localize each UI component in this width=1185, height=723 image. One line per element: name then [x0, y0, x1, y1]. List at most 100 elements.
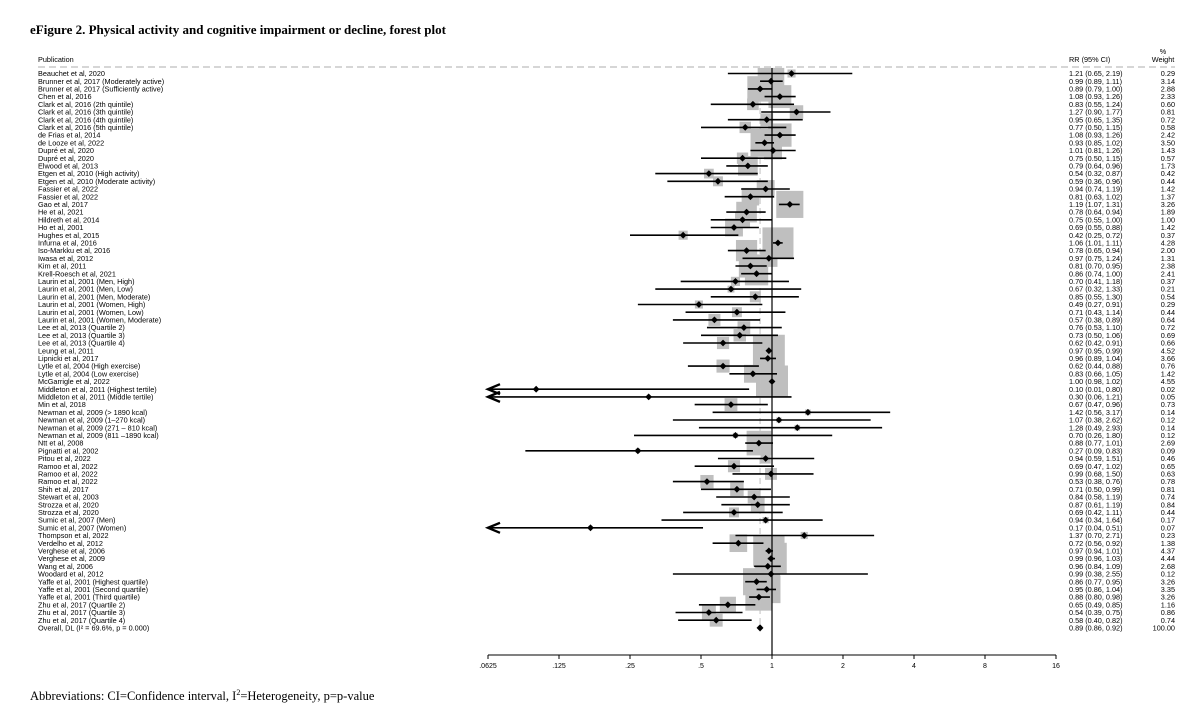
- point-estimate: [727, 285, 735, 293]
- study-rr-ci: 0.57 (0.38, 0.89): [1069, 316, 1123, 325]
- study-weight: 1.43: [1161, 146, 1175, 155]
- study-weight: 1.16: [1161, 600, 1175, 609]
- study-label: Laurin et al, 2001 (Women, Moderate): [38, 316, 161, 325]
- study-label: Leung et al, 2011: [38, 346, 94, 355]
- study-label: Pignatti et al, 2002: [38, 446, 98, 455]
- study-weight: 0.02: [1161, 385, 1175, 394]
- point-estimate: [587, 524, 594, 532]
- point-estimate: [747, 193, 754, 201]
- overall-diamond: [756, 624, 764, 632]
- study-weight: 0.12: [1161, 416, 1175, 425]
- study-label: Laurin et al, 2001 (Women, Low): [38, 308, 144, 317]
- study-weight: 3.26: [1161, 200, 1175, 209]
- point-estimate: [703, 478, 711, 485]
- study-label: Hughes et al, 2015: [38, 231, 99, 240]
- point-estimate: [767, 570, 775, 578]
- study-label: Hildreth et al, 2014: [38, 215, 99, 224]
- point-estimate: [714, 177, 722, 185]
- point-estimate: [761, 139, 768, 147]
- study-weight: 1.37: [1161, 192, 1175, 201]
- study-label: Clark et al, 2016 (4th quintile): [38, 115, 133, 124]
- study-rr-ci: 0.79 (0.64, 0.96): [1069, 162, 1123, 171]
- study-rr-ci: 0.69 (0.47, 1.02): [1069, 462, 1123, 471]
- study-rr-ci: 0.59 (0.36, 0.96): [1069, 177, 1123, 186]
- study-label: Strozza et al, 2020: [38, 508, 99, 517]
- study-rr-ci: 0.94 (0.34, 1.64): [1069, 516, 1123, 525]
- study-weight: 2.42: [1161, 131, 1175, 140]
- study-weight: 3.35: [1161, 585, 1175, 594]
- point-estimate: [711, 316, 718, 324]
- study-label: Lytle et al, 2004 (High exercise): [38, 362, 140, 371]
- study-rr-ci: 0.81 (0.63, 1.02): [1069, 192, 1123, 201]
- point-estimate: [804, 408, 812, 416]
- study-rr-ci: 0.65 (0.49, 0.85): [1069, 600, 1123, 609]
- study-label: Sumic et al, 2007 (Women): [38, 523, 126, 532]
- point-estimate: [755, 439, 763, 447]
- study-weight: 0.09: [1161, 446, 1175, 455]
- study-label: Wang et al, 2006: [38, 562, 93, 571]
- study-weight: 1.42: [1161, 223, 1175, 232]
- study-label: Middleton et al, 2011 (Middle tertile): [38, 393, 153, 402]
- point-estimate: [767, 470, 775, 478]
- study-weight: 0.74: [1161, 493, 1175, 502]
- point-estimate: [751, 293, 759, 301]
- study-weight: 0.86: [1161, 608, 1175, 617]
- x-tick-label: .5: [698, 663, 704, 670]
- study-label: Strozza et al, 2020: [38, 500, 99, 509]
- study-weight: 4.52: [1161, 346, 1175, 355]
- study-weight: 2.33: [1161, 92, 1175, 101]
- study-label: Clark et al, 2016 (3th quintile): [38, 108, 133, 117]
- study-label: Zhu et al, 2017 (Quartile 4): [38, 616, 125, 625]
- study-rr-ci: 0.30 (0.06, 1.21): [1069, 393, 1123, 402]
- x-tick-label: .0625: [479, 663, 497, 670]
- study-rr-ci: 0.42 (0.25, 0.72): [1069, 231, 1123, 240]
- study-label: Laurin et al, 2001 (Men, Low): [38, 285, 133, 294]
- study-label: Thompson et al, 2022: [38, 531, 109, 540]
- study-label: Etgen et al, 2010 (High activity): [38, 169, 139, 178]
- study-rr-ci: 1.06 (1.01, 1.11): [1069, 239, 1122, 248]
- ci-truncation-arrow: [484, 521, 501, 534]
- study-weight: 0.23: [1161, 531, 1175, 540]
- point-estimate: [732, 432, 739, 439]
- point-estimate: [765, 347, 773, 355]
- point-estimate: [756, 85, 764, 93]
- study-rr-ci: 1.28 (0.49, 2.93): [1069, 423, 1123, 432]
- point-estimate: [749, 100, 757, 108]
- study-weight: 0.05: [1161, 393, 1175, 402]
- study-rr-ci: 0.96 (0.84, 1.09): [1069, 562, 1123, 571]
- study-weight: 2.69: [1161, 439, 1175, 448]
- point-estimate: [733, 308, 741, 316]
- study-label: Ntt et al, 2008: [38, 439, 83, 448]
- study-rr-ci: 1.37 (0.70, 2.71): [1069, 531, 1123, 540]
- point-estimate: [753, 270, 760, 278]
- study-weight: 2.88: [1161, 85, 1175, 94]
- study-rr-ci: 0.78 (0.65, 0.94): [1069, 246, 1123, 255]
- point-estimate: [634, 447, 642, 455]
- study-rr-ci: 0.89 (0.79, 1.00): [1069, 85, 1123, 94]
- study-label: Verdelho et al, 2012: [38, 539, 103, 548]
- study-rr-ci: 0.62 (0.44, 0.88): [1069, 362, 1123, 371]
- study-label: Brunner et al, 2017 (Sufficiently active…: [38, 85, 163, 94]
- study-weight: 4.37: [1161, 547, 1175, 556]
- study-weight: 1.31: [1161, 254, 1175, 263]
- point-estimate: [705, 609, 713, 616]
- study-weight: 0.42: [1161, 169, 1175, 178]
- point-estimate: [727, 401, 735, 408]
- point-estimate: [741, 124, 749, 131]
- point-estimate: [705, 170, 713, 177]
- study-rr-ci: 0.58 (0.40, 0.82): [1069, 616, 1123, 625]
- study-weight: 0.54: [1161, 292, 1175, 301]
- study-label: Stewart et al, 2003: [38, 493, 99, 502]
- study-weight: 0.66: [1161, 339, 1175, 348]
- study-label: Newman et al, 2009 (> 1890 kcal): [38, 408, 147, 417]
- point-estimate: [750, 493, 758, 501]
- study-weight: 0.44: [1161, 177, 1175, 186]
- study-label: Brunner et al, 2017 (Moderately active): [38, 77, 164, 86]
- study-label: McGarrigle et al, 2022: [38, 377, 110, 386]
- study-rr-ci: 0.10 (0.01, 0.80): [1069, 385, 1123, 394]
- study-label: Iso-Markku et al, 2016: [38, 246, 110, 255]
- point-estimate: [739, 216, 746, 224]
- study-rr-ci: 1.01 (0.81, 1.26): [1069, 146, 1123, 155]
- study-label: Sumic et al, 2007 (Men): [38, 516, 115, 525]
- study-weight: 2.41: [1161, 269, 1175, 278]
